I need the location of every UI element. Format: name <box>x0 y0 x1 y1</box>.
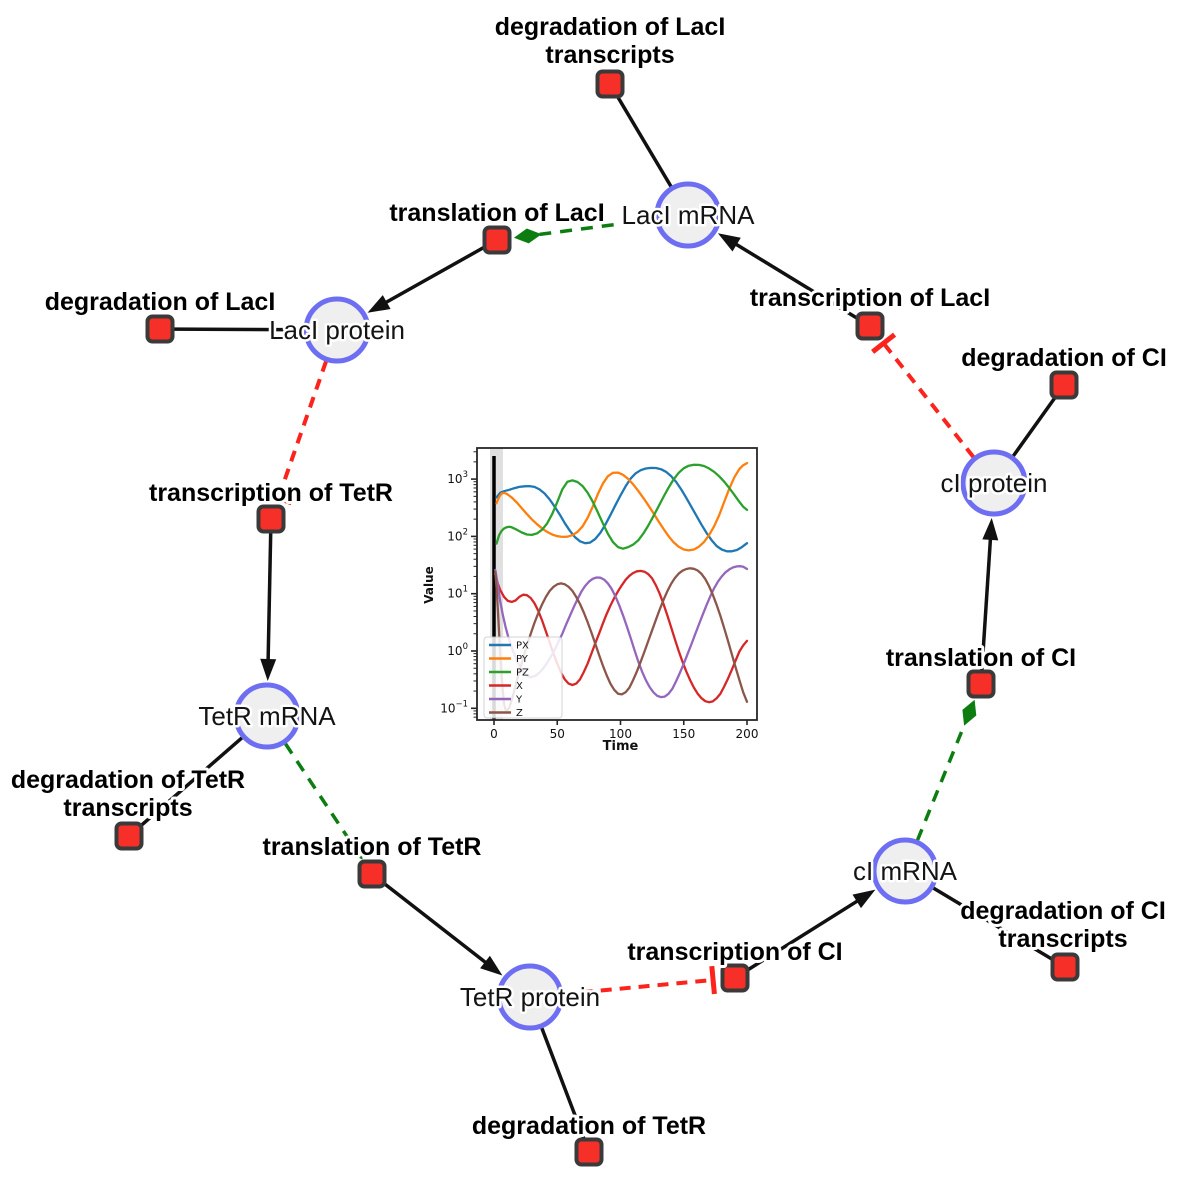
edge-laci_mrna-to-transl_laci-arrowhead <box>513 228 542 244</box>
edge-laci_protein-to-txn_tetr-tbar <box>264 491 293 506</box>
reaction-node-transl_tetr[interactable] <box>357 859 387 889</box>
legend-label-Z: Z <box>516 708 523 719</box>
reaction-label-deg_tetr_tx-line1: degradation of TetR <box>11 766 245 794</box>
species-node-tetr_protein[interactable] <box>496 963 564 1031</box>
reaction-label-deg_tetr_tx-line2: transcripts <box>63 794 192 822</box>
reaction-node-deg_tetr_tx[interactable] <box>114 821 144 851</box>
reaction-label-transl_laci: translation of LacI <box>389 199 604 227</box>
edge-tetr_mrna-to-deg_tetr_tx <box>138 736 244 829</box>
reaction-node-txn_laci[interactable] <box>855 311 885 341</box>
x-tick-label: 100 <box>609 727 632 741</box>
reaction-label-deg_ci_tx-line1: degradation of CI <box>960 897 1166 925</box>
reaction-node-transl_laci[interactable] <box>482 225 512 255</box>
y-tick-label: 100 <box>447 642 468 658</box>
reaction-label-deg_laci_tx-line1: degradation of LacI <box>495 13 726 41</box>
legend-label-PX: PX <box>516 641 529 652</box>
reaction-label-transl_ci: translation of CI <box>886 644 1076 672</box>
edge-transl_ci-to-ci_protein <box>980 537 993 671</box>
node-layer <box>114 69 1080 1167</box>
edge-tetr_protein-to-deg_tetr <box>540 1027 586 1140</box>
species-label-laci_protein: LacI protein <box>269 315 405 345</box>
y-tick-label: 101 <box>447 585 468 601</box>
legend-label-PZ: PZ <box>516 668 529 679</box>
edge-ci_protein-to-txn_laci-tbar <box>871 332 897 354</box>
reaction-label-txn_laci: transcription of LacI <box>750 284 990 312</box>
reaction-label-deg_laci_tx-line2: transcripts <box>545 41 674 69</box>
species-label-ci_protein: cI protein <box>941 468 1048 498</box>
edge-ci_mrna-to-transl_ci <box>915 723 967 842</box>
edge-txn_ci-to-ci_mrna <box>745 898 860 972</box>
x-tick-label: 50 <box>550 727 565 741</box>
edge-laci_mrna-to-deg_laci_tx <box>615 95 673 188</box>
reaction-label-txn_ci: transcription of CI <box>627 938 842 966</box>
reaction-node-deg_ci_tx[interactable] <box>1050 952 1080 982</box>
species-node-laci_mrna[interactable] <box>654 181 722 249</box>
edge-tetr_protein-to-txn_ci <box>562 978 714 996</box>
edge-ci_mrna-to-transl_ci-arrowhead <box>962 699 977 726</box>
species-node-tetr_mrna[interactable] <box>233 682 301 750</box>
series-line-PX <box>495 466 749 553</box>
edge-layer <box>138 95 1058 1140</box>
series-line-PY <box>495 461 749 552</box>
species-node-ci_protein[interactable] <box>960 449 1028 517</box>
reaction-node-deg_laci[interactable] <box>145 314 175 344</box>
label-layer: LacI mRNA LacI protein cI protein TetR mRNA… <box>8 10 1170 1143</box>
legend-label-Y: Y <box>515 695 523 706</box>
reaction-node-txn_ci[interactable] <box>720 963 750 993</box>
legend-label-X: X <box>516 681 523 692</box>
edge-transl_laci-to-laci_protein <box>384 245 486 305</box>
species-node-laci_protein[interactable] <box>303 296 371 364</box>
y-tick-label: 102 <box>447 527 468 543</box>
edge-transl_laci-to-laci_protein-arrowhead <box>367 295 391 313</box>
species-label-tetr_mrna: TetR mRNA <box>198 701 336 731</box>
chart-legend: PX PY PZ XYZ <box>483 636 563 719</box>
series-line-X <box>494 569 749 704</box>
edge-txn_tetr-to-tetr_mrna-arrowhead <box>260 658 277 681</box>
edge-txn_ci-to-ci_mrna-arrowhead <box>852 889 876 909</box>
y-tick-label: 10−1 <box>440 699 468 715</box>
edge-ci_mrna-to-deg_ci_tx <box>932 886 1054 962</box>
edge-tetr_mrna-to-transl_tetr-arrowhead <box>347 836 363 860</box>
reaction-node-deg_ci[interactable] <box>1049 370 1079 400</box>
reaction-label-transl_tetr: translation of TetR <box>263 833 482 861</box>
reaction-label-deg_laci: degradation of LacI <box>45 288 276 316</box>
species-node-ci_mrna[interactable] <box>871 837 939 905</box>
edge-ci_protein-to-txn_laci <box>882 342 976 459</box>
edge-transl_ci-to-ci_protein-arrowhead <box>982 517 999 541</box>
edge-txn_tetr-to-tetr_mrna <box>266 532 273 662</box>
reaction-label-deg_tetr: degradation of TetR <box>472 1112 706 1140</box>
reaction-node-transl_ci[interactable] <box>966 669 996 699</box>
x-tick-label: 0 <box>490 727 498 741</box>
reaction-node-txn_tetr[interactable] <box>256 504 286 534</box>
edge-tetr_mrna-to-transl_tetr <box>283 742 350 840</box>
series-line-PZ <box>495 463 749 550</box>
x-tick-label: 200 <box>736 727 759 741</box>
chart-ylabel: Value <box>422 566 436 604</box>
edge-laci_protein-to-deg_laci <box>173 327 305 332</box>
x-tick-label: 150 <box>672 727 695 741</box>
simulation-chart-inset: 0 50 100 150 200 10−1 100 101 102 103 PX PY PZ X Y Z Va… <box>413 427 783 777</box>
reaction-node-deg_laci_tx[interactable] <box>595 69 625 99</box>
edge-ci_protein-to-deg_ci <box>1011 395 1058 458</box>
reaction-label-deg_ci: degradation of CI <box>961 344 1167 372</box>
reaction-label-txn_tetr: transcription of TetR <box>149 479 393 507</box>
legend-label-PY: PY <box>516 654 529 665</box>
species-label-laci_mrna: LacI mRNA <box>622 200 756 230</box>
edge-transl_tetr-to-tetr_protein <box>381 881 488 965</box>
axes-box <box>476 447 758 721</box>
species-label-ci_mrna: cI mRNA <box>853 856 958 886</box>
reaction-node-deg_tetr[interactable] <box>574 1137 604 1167</box>
edge-txn_laci-to-laci_mrna <box>734 242 859 321</box>
y-tick-label: 103 <box>447 470 468 486</box>
species-label-tetr_protein: TetR protein <box>460 982 600 1012</box>
chart-xlabel: Time <box>603 739 639 754</box>
edge-transl_tetr-to-tetr_protein-arrowhead <box>480 955 503 976</box>
reaction-label-deg_ci_tx-line2: transcripts <box>998 925 1127 953</box>
edge-laci_protein-to-txn_tetr <box>276 360 328 499</box>
edge-txn_laci-to-laci_mrna-arrowhead <box>717 233 741 252</box>
time-course-chart: 0 50 100 150 200 10−1 100 101 102 103 PX PY PZ XYZ Va… <box>422 447 759 754</box>
edge-tetr_protein-to-txn_ci-tbar <box>709 965 717 995</box>
